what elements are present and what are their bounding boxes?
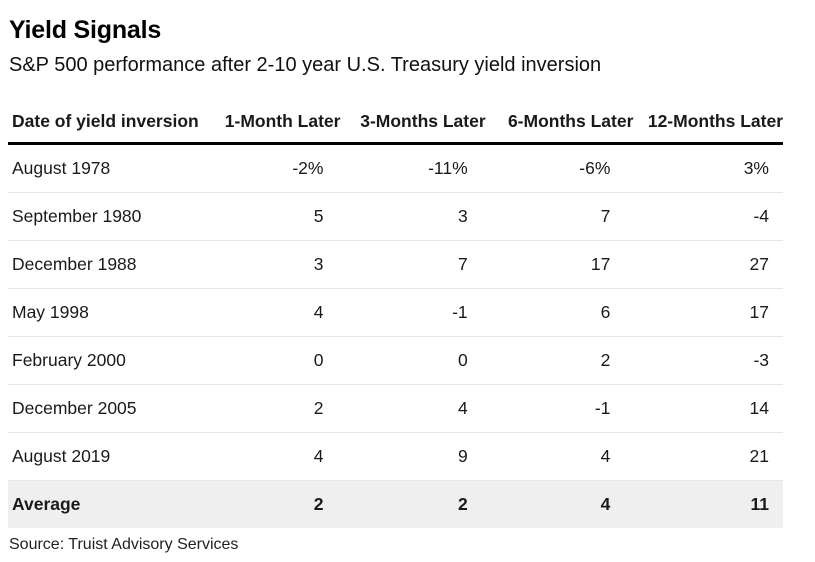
- average-6-months: 4: [485, 480, 634, 528]
- cell-6-months: -6%: [485, 143, 634, 193]
- row-label: December 2005: [8, 384, 207, 433]
- cell-3-months: 9: [340, 432, 486, 481]
- row-label: May 1998: [8, 288, 207, 337]
- cell-12-months: -3: [633, 336, 783, 385]
- table-row: February 2000 0 0 2 -3: [8, 336, 783, 385]
- average-label: Average: [8, 480, 207, 528]
- cell-3-months: 3: [340, 192, 486, 241]
- row-label: December 1988: [8, 240, 207, 289]
- average-row: Average 2 2 4 11: [8, 480, 783, 528]
- cell-1-month: 0: [206, 336, 341, 385]
- cell-6-months: 17: [485, 240, 634, 289]
- average-12-months: 11: [633, 480, 783, 528]
- cell-1-month: 4: [206, 288, 341, 337]
- table-row: August 1978 -2% -11% -6% 3%: [8, 143, 783, 193]
- chart-subtitle: S&P 500 performance after 2-10 year U.S.…: [9, 54, 602, 76]
- cell-3-months: 4: [340, 384, 486, 433]
- column-header-3-months: 3-Months Later: [340, 100, 486, 145]
- cell-12-months: 21: [633, 432, 783, 481]
- cell-6-months: 7: [485, 192, 634, 241]
- column-header-1-month: 1-Month Later: [206, 100, 341, 145]
- cell-1-month: 4: [206, 432, 341, 481]
- yield-table: Date of yield inversion 1-Month Later 3-…: [8, 100, 783, 528]
- table-header-row: Date of yield inversion 1-Month Later 3-…: [8, 100, 783, 145]
- table-row: September 1980 5 3 7 -4: [8, 192, 783, 241]
- cell-1-month: 5: [206, 192, 341, 241]
- average-1-month: 2: [206, 480, 341, 528]
- cell-1-month: -2%: [206, 143, 341, 193]
- average-3-months: 2: [340, 480, 486, 528]
- cell-1-month: 2: [206, 384, 341, 433]
- cell-12-months: 17: [633, 288, 783, 337]
- row-label: September 1980: [8, 192, 207, 241]
- cell-12-months: 27: [633, 240, 783, 289]
- cell-3-months: 0: [340, 336, 486, 385]
- cell-1-month: 3: [206, 240, 341, 289]
- cell-6-months: -1: [485, 384, 634, 433]
- chart-title: Yield Signals: [9, 16, 162, 44]
- cell-3-months: 7: [340, 240, 486, 289]
- source-note: Source: Truist Advisory Services: [9, 536, 239, 553]
- table-row: December 1988 3 7 17 27: [8, 240, 783, 289]
- cell-12-months: -4: [633, 192, 783, 241]
- cell-6-months: 6: [485, 288, 634, 337]
- cell-12-months: 14: [633, 384, 783, 433]
- cell-12-months: 3%: [633, 143, 783, 193]
- cell-3-months: -1: [340, 288, 486, 337]
- table-body: August 1978 -2% -11% -6% 3% September 19…: [8, 143, 783, 528]
- row-label: August 1978: [8, 143, 207, 193]
- table-row: August 2019 4 9 4 21: [8, 432, 783, 481]
- cell-6-months: 4: [485, 432, 634, 481]
- cell-6-months: 2: [485, 336, 634, 385]
- row-label: August 2019: [8, 432, 207, 481]
- column-header-date: Date of yield inversion: [8, 100, 207, 145]
- table-row: December 2005 2 4 -1 14: [8, 384, 783, 433]
- cell-3-months: -11%: [340, 143, 486, 193]
- table-row: May 1998 4 -1 6 17: [8, 288, 783, 337]
- row-label: February 2000: [8, 336, 207, 385]
- column-header-12-months: 12-Months Later: [633, 100, 783, 145]
- column-header-6-months: 6-Months Later: [485, 100, 634, 145]
